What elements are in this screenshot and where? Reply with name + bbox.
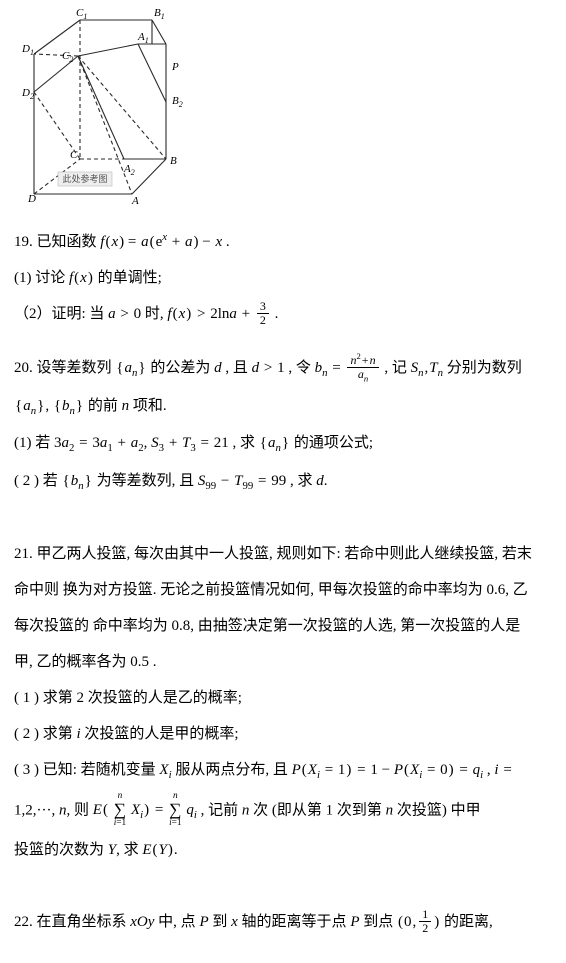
- q20-head: 20. 设等差数列 {an} 的公差为 d , 且 d > 1 , 令 bn =…: [14, 353, 552, 385]
- figure-caption: 此处参考图: [62, 173, 107, 184]
- q19-prefix: 19. 已知函数: [14, 234, 100, 250]
- q21-p1: ( 1 ) 求第 2 次投篮的人是乙的概率;: [14, 683, 552, 713]
- lbl-P: P: [171, 61, 179, 73]
- lbl-C: C: [70, 149, 78, 161]
- lbl-A1: A1: [137, 31, 149, 45]
- q21-l3: 每次投篮的 命中率均为 0.8, 由抽签决定第一次投篮的人选, 第一次投篮的人是: [14, 611, 552, 641]
- q22: 22. 在直角坐标系 xOy 中, 点 P 到 x 轴的距离等于点 P 到点 (…: [14, 907, 552, 937]
- lbl-B2: B2: [172, 95, 183, 109]
- prism-figure: 此处参考图 D1 C1 B1 C2 A1 P D2 B2 A2 B C D A: [20, 4, 200, 204]
- lbl-B1: B1: [154, 7, 165, 21]
- lbl-D2: D2: [21, 87, 34, 101]
- q19-eq: f(x) = a(ex + a) − x: [100, 234, 226, 250]
- q19-p2: （2）证明: 当 a > 0 时, f(x) > 2lna + 32 .: [14, 299, 552, 329]
- q21-l4: 甲, 乙的概率各为 0.5 .: [14, 647, 552, 677]
- q19-head: 19. 已知函数 f(x) = a(ex + a) − x .: [14, 227, 552, 257]
- lbl-B: B: [170, 155, 177, 167]
- q21-l6: 1,2,···, n, 则 E( n∑i=1 Xi) = n∑i=1 qi , …: [14, 793, 552, 829]
- lbl-C2: C2: [62, 50, 73, 64]
- q20-p1: (1) 若 3a2 = 3a1 + a2, S3 + T3 = 21 , 求 {…: [14, 428, 552, 460]
- q21-p2: ( 2 ) 求第 i 次投篮的人是甲的概率;: [14, 719, 552, 749]
- q20-p2: ( 2 ) 若 {bn} 为等差数列, 且 S99 − T99 = 99 , 求…: [14, 466, 552, 498]
- lbl-A: A: [131, 195, 139, 204]
- q21-p3: ( 3 ) 已知: 若随机变量 Xi 服从两点分布, 且 P(Xi = 1) =…: [14, 755, 552, 787]
- lbl-D1: D1: [21, 43, 34, 57]
- lbl-C1: C1: [76, 7, 87, 21]
- q21-l1: 21. 甲乙两人投篮, 每次由其中一人投篮, 规则如下: 若命中则此人继续投篮,…: [14, 539, 552, 569]
- q21-l7: 投篮的次数为 Y, 求 E(Y).: [14, 835, 552, 865]
- q21-l2: 命中则 换为对方投篮. 无论之前投篮情况如何, 甲每次投篮的命中率均为 0.6,…: [14, 575, 552, 605]
- q19-p1: (1) 讨论 f(x) 的单调性;: [14, 263, 552, 293]
- lbl-D: D: [27, 193, 36, 204]
- lbl-A2: A2: [123, 163, 135, 177]
- q20-head-l2: {an}, {bn} 的前 n 项和.: [14, 391, 552, 423]
